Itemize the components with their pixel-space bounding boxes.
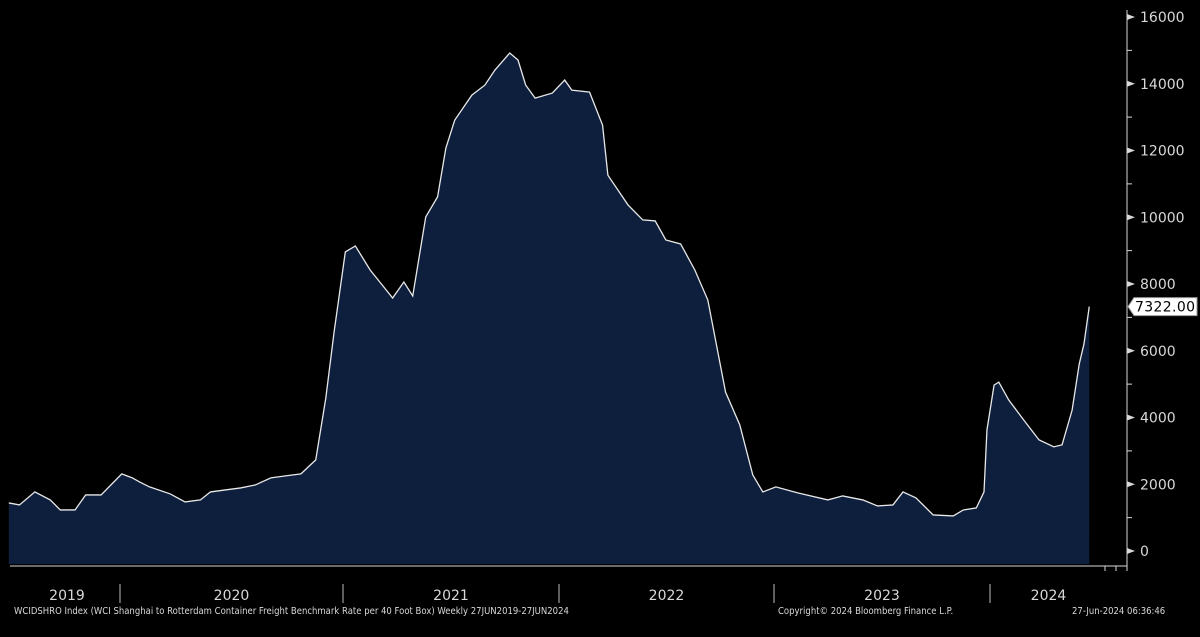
y-tick-label: 8000 (1140, 277, 1176, 293)
y-tick-label: 14000 (1140, 77, 1185, 93)
y-tick-mark (1127, 548, 1135, 554)
area-layer (8, 52, 1090, 564)
series-line (8, 52, 1090, 517)
copyright: Copyright© 2024 Bloomberg Finance L.P. (778, 606, 954, 617)
y-tick-label: 12000 (1140, 144, 1185, 160)
x-tick-label: 2019 (49, 588, 85, 604)
last-value-box (1127, 297, 1198, 317)
x-tick-label: 2023 (864, 588, 900, 604)
y-tick-label: 6000 (1140, 344, 1176, 360)
x-tick-label: 2022 (649, 588, 685, 604)
y-tick-label: 10000 (1140, 210, 1185, 226)
y-tick-mark (1127, 147, 1135, 154)
y-tick-label: 0 (1140, 544, 1149, 560)
y-axis: 0 2000 4000 6000 8000 10000 12000 14000 16000 (10, 10, 1185, 567)
y-tick-label: 16000 (1140, 10, 1185, 26)
x-axis: 2019 2020 2021 2022 2023 2024 (49, 566, 1128, 604)
y-tick-mark (1127, 347, 1135, 354)
x-tick-label: 2020 (214, 588, 250, 604)
y-tick-mark (1127, 481, 1135, 488)
last-value-label: 7322.00 (1135, 300, 1195, 316)
y-tick-mark (1127, 281, 1135, 287)
last-value-marker: 7322.00 (1127, 297, 1198, 317)
x-tick-label: 2024 (1031, 588, 1067, 604)
series-description: WCIDSHRO Index (WCI Shanghai to Rotterda… (14, 606, 569, 617)
timestamp: 27-Jun-2024 06:36:46 (1072, 606, 1166, 617)
area-fill (8, 53, 1090, 564)
x-tick-label: 2021 (433, 588, 469, 604)
y-tick-label: 2000 (1140, 477, 1176, 493)
y-tick-label: 4000 (1140, 411, 1176, 427)
y-tick-mark (1127, 214, 1135, 221)
y-tick-mark (1127, 414, 1135, 421)
y-tick-mark (1127, 14, 1135, 20)
y-tick-mark (1127, 80, 1135, 87)
